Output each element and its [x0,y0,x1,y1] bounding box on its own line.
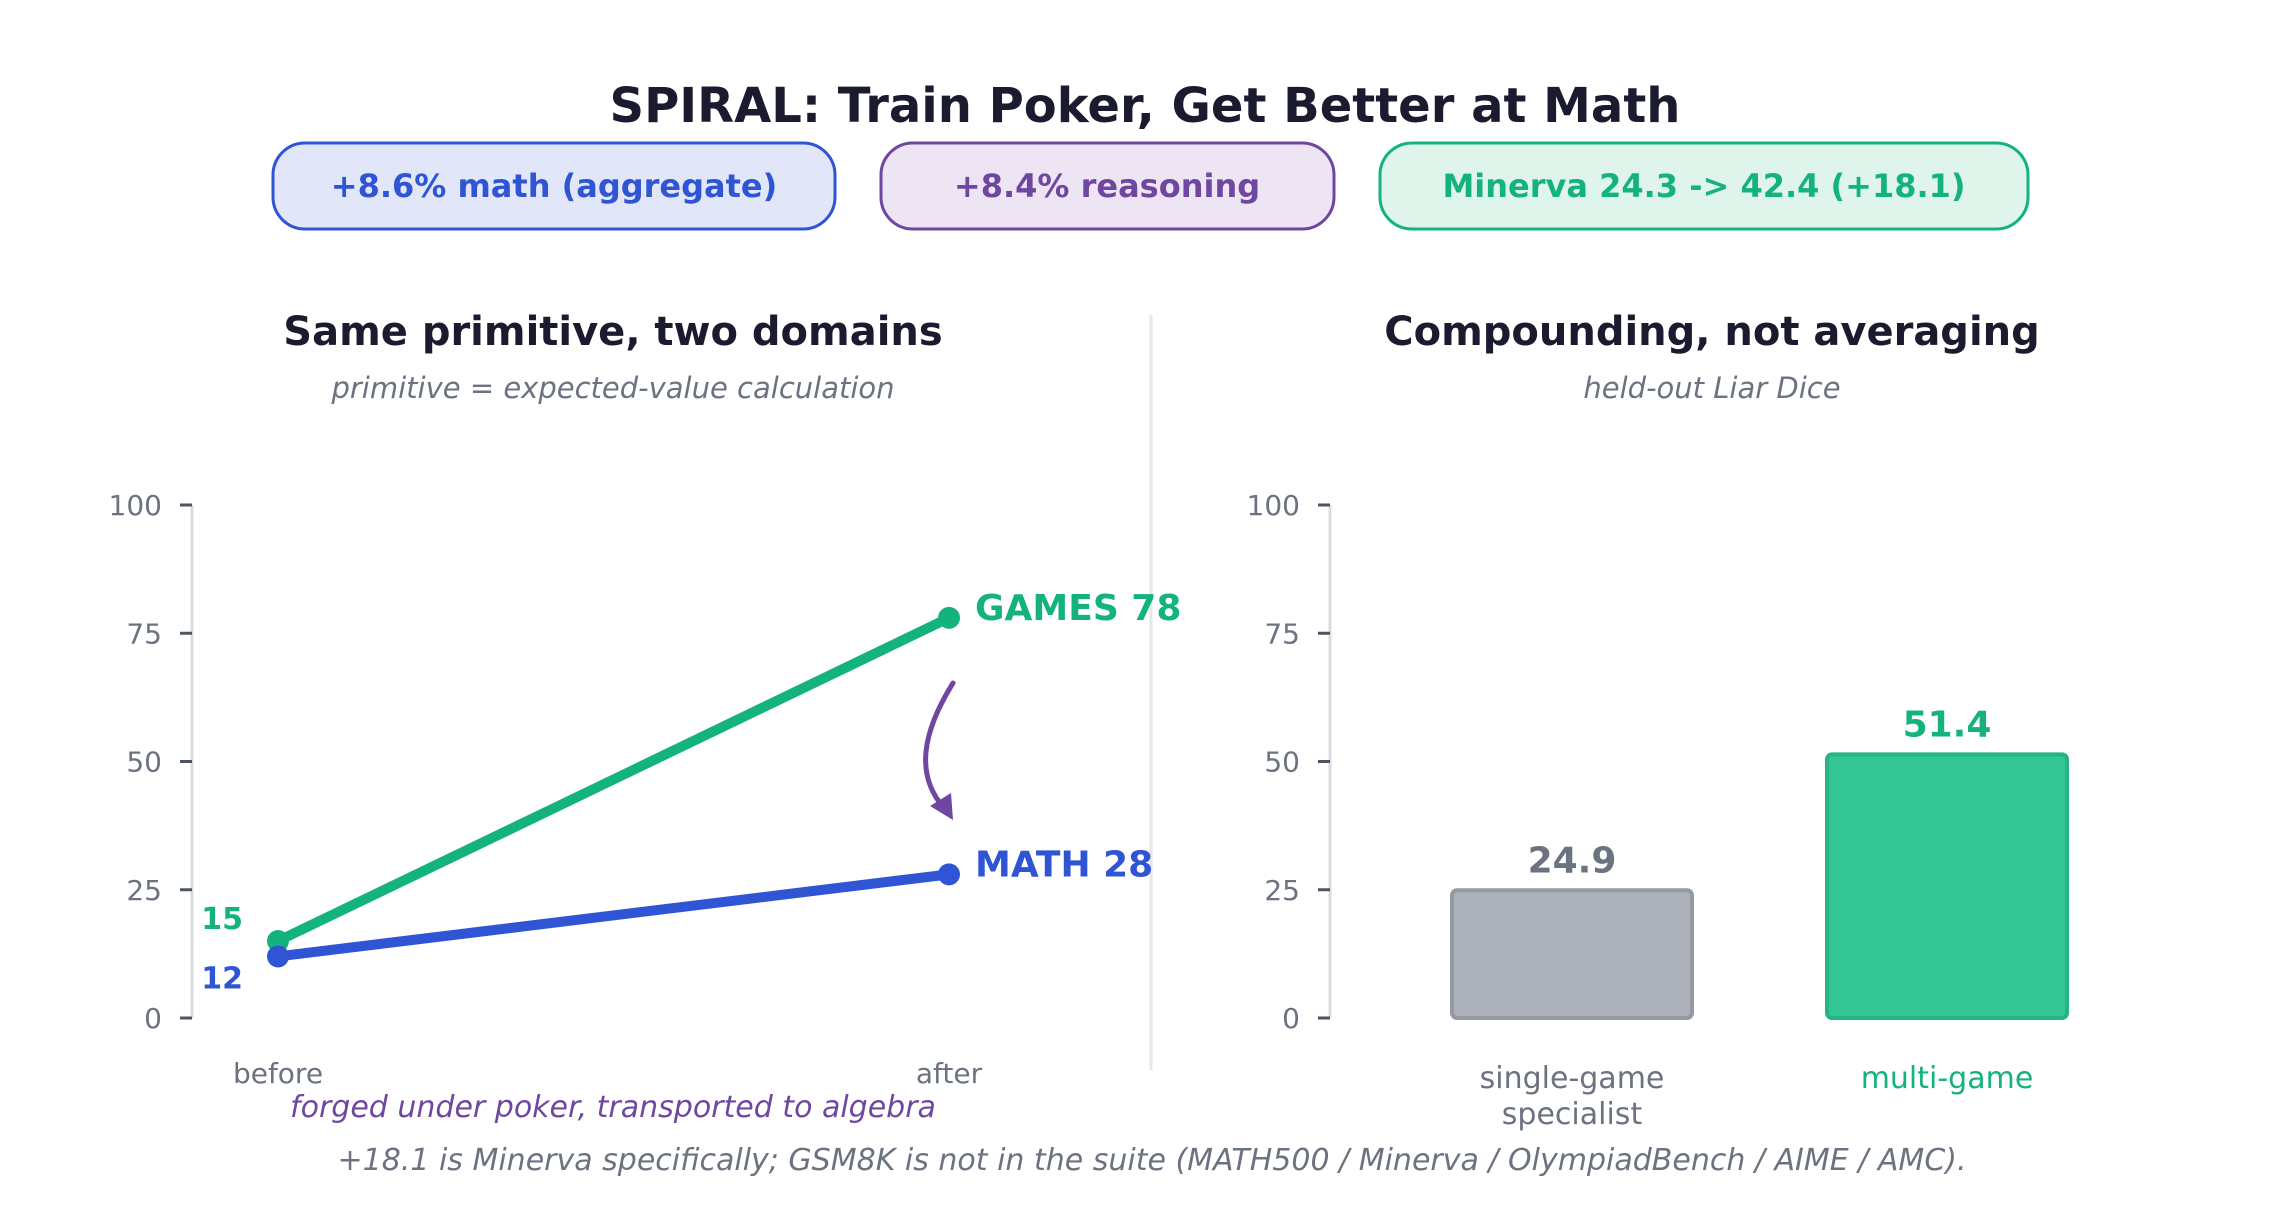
badge-math: +8.6% math (aggregate) [271,141,837,231]
bar-category-label: single-game specialist [1480,1061,1665,1132]
right-tick-label: 100 [1247,489,1300,522]
end-label-math: MATH 28 [975,844,1153,885]
left-tick-label: 50 [126,746,162,779]
bar-value-label: 51.4 [1903,704,1992,745]
right-panel-subtitle: held-out Liar Dice [1583,371,1840,405]
right-panel-title: Compounding, not averaging [1384,309,2040,355]
left-tick-label: 25 [126,874,162,907]
badge-math-label: +8.6% math (aggregate) [331,167,778,205]
badge-reasoning-box [879,141,1336,231]
end-label-games: GAMES 78 [975,588,1181,629]
start-value-label-games: 15 [201,902,243,937]
bar-category-label: multi-game [1861,1061,2034,1096]
right-tick-label: 75 [1264,617,1300,650]
right-bar-chart: 0 25 50 75 100 24.9 single-game specialist 51.4… [1247,489,2069,1132]
transfer-arrowhead [930,793,953,820]
series-line-games [273,612,954,947]
page-title: SPIRAL: Train Poker, Get Better at Math [610,78,1681,134]
bar-value-label: 24.9 [1528,840,1617,881]
transfer-arrow [923,680,956,811]
badge-math-box [271,141,837,231]
left-panel-title: Same primitive, two domains [283,309,942,355]
point-games-before [267,930,289,953]
point-math-before [267,945,289,968]
left-series-lines: before after 15 GAMES 78 12 MATH 28 [201,588,1181,1090]
point-games-after [938,606,960,629]
right-tick-label: 0 [1282,1002,1300,1035]
transfer-annotation: forged under poker, transported to algeb… [290,1090,936,1125]
point-math-after [938,863,960,886]
left-tick-label: 75 [126,617,162,650]
right-y-ticks: 0 25 50 75 100 [1247,489,1330,1035]
bar-1 [1825,752,2069,1020]
left-y-ticks: 0 25 50 75 100 [109,489,192,1035]
badge-minerva-label: Minerva 24.3 -> 42.4 (+18.1) [1442,167,1965,205]
left-tick-label: 100 [109,489,162,522]
badge-minerva-box [1378,141,2030,231]
series-line-math [273,869,954,962]
bar-0 [1450,888,1694,1020]
left-x-tick-label: before [233,1057,323,1090]
footnote: +18.1 is Minerva specifically; GSM8K is … [337,1143,1966,1178]
start-value-label-math: 12 [201,961,243,996]
badge-reasoning: +8.4% reasoning [879,141,1336,231]
badge-reasoning-label: +8.4% reasoning [954,167,1260,205]
badge-minerva: Minerva 24.3 -> 42.4 (+18.1) [1378,141,2030,231]
left-panel-subtitle: primitive = expected-value calculation [330,371,894,405]
left-tick-label: 0 [144,1002,162,1035]
right-tick-label: 50 [1264,746,1300,779]
left-line-chart: 0 25 50 75 100 before after 15 GAMES 78 12 MATH 2… [109,489,1182,1090]
right-bars: 24.9 single-game specialist 51.4 multi-game [1450,704,2069,1132]
left-x-tick-label: after [916,1057,983,1090]
right-tick-label: 25 [1264,874,1300,907]
